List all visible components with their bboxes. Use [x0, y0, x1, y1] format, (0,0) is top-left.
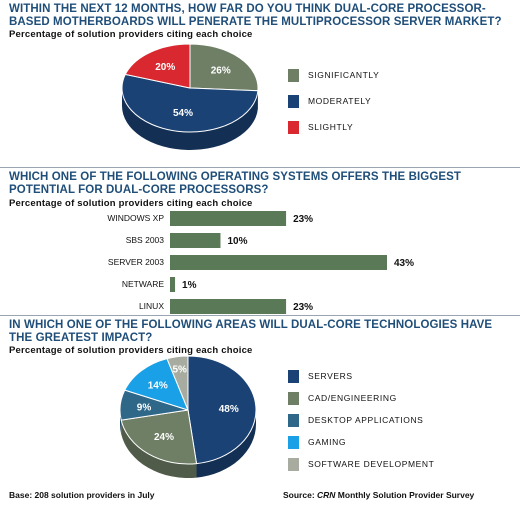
legend-swatch	[288, 95, 299, 108]
bar-linux	[170, 299, 287, 314]
chart3-subtitle: Percentage of solution providers citing …	[9, 345, 253, 356]
bar-netware	[170, 277, 176, 292]
legend-label: CAD/ENGINEERING	[308, 393, 397, 403]
divider-2	[0, 315, 520, 316]
pie-label: 48%	[219, 404, 239, 415]
chart2-subtitle: Percentage of solution providers citing …	[9, 198, 253, 209]
chart1-title: Within the next 12 months, how far do yo…	[9, 3, 502, 28]
legend-swatch	[288, 370, 299, 383]
bar-chart-operating-systems: WINDOWS XP 23% SBS 2003 10% SERVER 2003 43% NE…	[107, 211, 414, 314]
pie-chart-motherboards: 26% 54% 20%	[121, 43, 259, 150]
legend-swatch	[288, 436, 299, 449]
bar-sbs-2003	[170, 233, 221, 248]
legend-swatch	[288, 392, 299, 405]
pie-slice-software-development	[166, 355, 189, 411]
bar-category-label: NETWARE	[122, 279, 165, 289]
chart3-title: In which one of the following areas will…	[9, 319, 493, 344]
pie-label: 20%	[155, 62, 175, 73]
pie-slice-significantly	[189, 43, 259, 92]
legend-swatch	[288, 69, 299, 82]
bar-category-label: SERVER 2003	[108, 257, 164, 267]
legend-label: SERVERS	[308, 371, 353, 381]
bar-value-label: 10%	[227, 236, 247, 247]
legend-swatch	[288, 121, 299, 134]
pie-slice-servers	[187, 355, 257, 465]
chart1-subtitle: Percentage of solution providers citing …	[9, 29, 253, 40]
pie-label: 9%	[137, 403, 152, 414]
pie-label: 14%	[148, 380, 168, 391]
bar-category-label: WINDOWS XP	[107, 213, 164, 223]
bar-value-label: 43%	[394, 258, 414, 269]
chart2-title: Which one of the following operating sys…	[9, 171, 462, 196]
bar-server-2003	[170, 255, 387, 270]
footer-source: Source: CRN Monthly Solution Provider Su…	[283, 490, 474, 500]
pie-slice-moderately	[121, 73, 259, 133]
pie-label: 24%	[154, 432, 174, 443]
footer-base: Base: 208 solution providers in July	[9, 490, 155, 500]
legend-label: MODERATELY	[308, 96, 372, 106]
legend-label: SLIGHTLY	[308, 122, 354, 132]
pie-slice-cad-engineering	[120, 409, 198, 465]
bar-value-label: 23%	[293, 302, 313, 313]
pie-label: 5%	[172, 364, 187, 375]
legend-swatch	[288, 414, 299, 427]
bar-windows-xp	[170, 211, 287, 226]
divider-1	[0, 167, 520, 168]
pie-label: 54%	[173, 108, 193, 119]
bar-category-label: LINUX	[139, 301, 164, 311]
pie-side-1	[122, 88, 258, 150]
legend-label: SOFTWARE DEVELOPMENT	[308, 459, 435, 469]
source-italic: CRN	[317, 490, 336, 500]
pie-label: 26%	[211, 65, 231, 76]
bar-value-label: 1%	[182, 280, 197, 291]
pie-side-0	[196, 410, 256, 478]
pie-slice-slightly	[124, 43, 191, 89]
legend-label: DESKTOP APPLICATIONS	[308, 415, 424, 425]
bar-category-label: SBS 2003	[126, 235, 165, 245]
legend-label: GAMING	[308, 437, 347, 447]
bar-value-label: 23%	[293, 214, 313, 225]
legend-swatch	[288, 458, 299, 471]
source-suffix: Monthly Solution Provider Survey	[335, 490, 475, 500]
legend-label: SIGNIFICANTLY	[308, 70, 380, 80]
pie-chart-impact-areas: 48% 24% 9% 14% 5%	[119, 355, 257, 478]
source-prefix: Source:	[283, 490, 318, 500]
